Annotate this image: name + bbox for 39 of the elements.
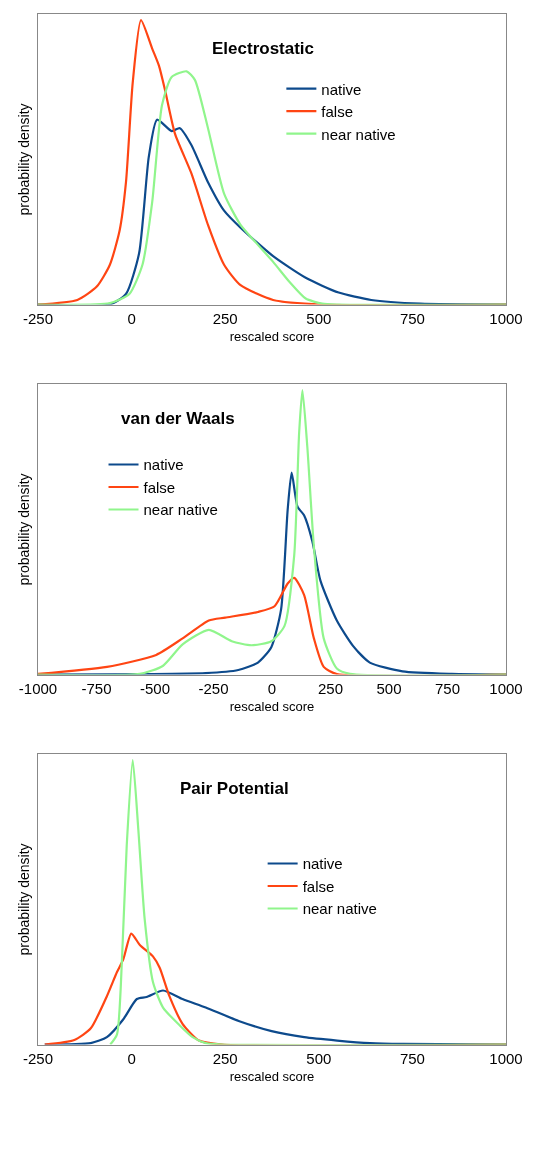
legend-label: near native xyxy=(143,501,218,519)
x-tick-label: -250 xyxy=(22,309,54,327)
x-tick-label: 250 xyxy=(212,309,238,327)
x-tick-label: 500 xyxy=(376,679,402,697)
x-tick-label: -500 xyxy=(139,679,171,697)
y-axis-title: probability density xyxy=(15,473,32,586)
x-tick-label: 1000 xyxy=(489,679,523,697)
text: Electrostatic xyxy=(212,39,315,58)
x-tick-label: 0 xyxy=(127,1049,136,1067)
legend-label: native xyxy=(143,456,184,474)
x-tick-label: 500 xyxy=(306,1049,332,1067)
x-tick-label: 500 xyxy=(306,309,332,327)
x-tick-label: 250 xyxy=(212,1049,238,1067)
x-tick-label: 0 xyxy=(267,679,277,697)
legend-label: false xyxy=(143,478,176,496)
legend-label: near native xyxy=(302,900,377,918)
y-axis-title: probability density xyxy=(15,103,32,216)
legend-label: native xyxy=(302,855,343,873)
x-tick-label: 750 xyxy=(399,309,425,327)
text: van der Waals xyxy=(121,409,235,428)
x-axis-title: rescaled score xyxy=(229,329,315,345)
x-tick-label: 250 xyxy=(317,679,344,697)
legend-label: false xyxy=(321,103,354,121)
x-tick-label: 1000 xyxy=(489,309,523,327)
x-tick-label: -750 xyxy=(81,679,112,697)
x-tick-label: -250 xyxy=(22,1049,54,1067)
legend-label: near native xyxy=(321,125,396,143)
x-axis-title: rescaled score xyxy=(229,699,315,715)
legend-label: native xyxy=(321,80,362,98)
x-axis-title: rescaled score xyxy=(229,1069,315,1085)
x-tick-label: -1000 xyxy=(18,679,58,697)
x-tick-label: 0 xyxy=(127,309,136,327)
x-tick-label: -250 xyxy=(198,679,229,697)
y-axis-title: probability density xyxy=(15,843,32,956)
x-tick-label: 750 xyxy=(399,1049,425,1067)
text: Pair Potential xyxy=(180,779,289,798)
legend-label: false xyxy=(302,877,335,895)
x-tick-label: 750 xyxy=(434,679,461,697)
x-tick-label: 1000 xyxy=(489,1049,523,1067)
